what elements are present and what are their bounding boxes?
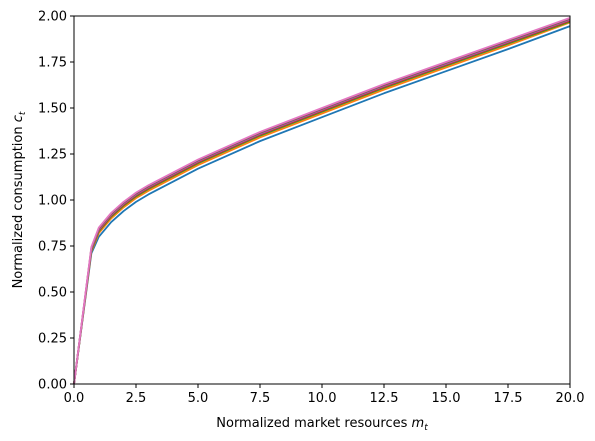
series-line-3 <box>73 20 571 385</box>
y-axis-label-sub: t <box>18 111 28 115</box>
series-line-4 <box>73 19 571 385</box>
y-tick-label: 0.75 <box>38 240 67 255</box>
x-axis-ticks: 0.0 2.5 5.0 7.5 10.0 12.5 15.0 17.5 20.0 <box>64 384 585 406</box>
y-tick-label: 1.25 <box>38 148 67 163</box>
series-line-7 <box>73 16 571 385</box>
x-axis-label: Normalized market resources mt <box>216 416 428 433</box>
x-tick-label: 12.5 <box>370 391 399 406</box>
x-tick-label: 17.5 <box>494 391 523 406</box>
series-line-1 <box>73 25 571 385</box>
y-axis-label: Normalized consumption ct <box>11 111 28 288</box>
x-tick-label: 7.5 <box>250 391 271 406</box>
x-tick-label: 10.0 <box>308 391 337 406</box>
y-axis-label-var: c <box>11 115 26 122</box>
x-tick-label: 15.0 <box>432 391 461 406</box>
x-tick-label: 5.0 <box>188 391 209 406</box>
y-axis-ticks: 0.00 0.25 0.50 0.75 1.00 1.25 1.50 1.75 2.00 <box>38 10 74 393</box>
series-lines <box>73 16 571 385</box>
series-line-6 <box>73 17 571 385</box>
y-tick-label: 1.00 <box>38 194 67 209</box>
y-tick-label: 0.00 <box>38 378 67 393</box>
series-line-5 <box>73 18 571 385</box>
x-tick-label: 2.5 <box>126 391 147 406</box>
plot-frame <box>73 15 571 385</box>
x-tick-label: 20.0 <box>556 391 585 406</box>
y-tick-label: 0.50 <box>38 286 67 301</box>
x-axis-label-text: Normalized market resources <box>216 416 407 431</box>
y-tick-label: 2.00 <box>38 10 67 25</box>
x-tick-label: 0.0 <box>64 391 85 406</box>
y-tick-label: 1.75 <box>38 56 67 71</box>
y-axis-label-text: Normalized consumption <box>11 126 26 288</box>
x-axis-label-sub: t <box>424 423 428 433</box>
x-axis-label-var: m <box>412 416 425 431</box>
y-tick-label: 0.25 <box>38 332 67 347</box>
y-tick-label: 1.50 <box>38 102 67 117</box>
series-line-2 <box>73 21 571 385</box>
